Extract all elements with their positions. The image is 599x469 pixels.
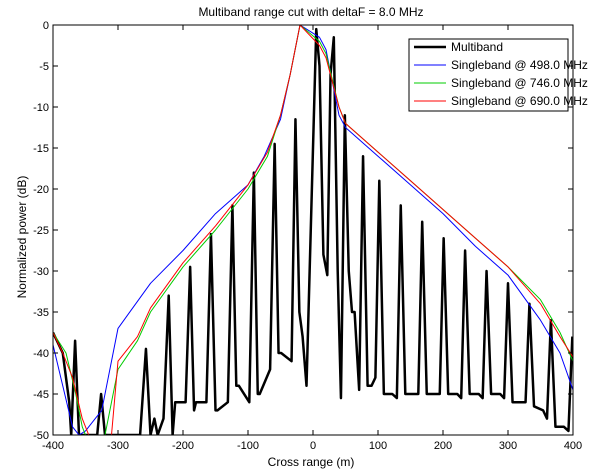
y-tick-label: -25 xyxy=(33,225,49,237)
y-tick-label: -10 xyxy=(33,102,49,114)
y-tick-label: -5 xyxy=(39,61,49,73)
legend-label: Singleband @ 690.0 MHz xyxy=(451,94,588,108)
x-tick-label: 400 xyxy=(564,440,582,452)
x-tick-label: 200 xyxy=(434,440,452,452)
legend: Multiband Singleband @ 498.0 MHz Singleban… xyxy=(409,39,588,111)
y-axis-label: Normalized power (dB) xyxy=(15,176,29,299)
legend-label: Singleband @ 746.0 MHz xyxy=(451,76,588,90)
y-tick-label: -15 xyxy=(33,143,49,155)
x-tick-label: 100 xyxy=(369,440,387,452)
y-tick-label: 0 xyxy=(43,20,49,32)
chart-title: Multiband range cut with deltaF = 8.0 MH… xyxy=(198,5,423,19)
y-tick-label: -40 xyxy=(33,348,49,360)
x-axis-label: Cross range (m) xyxy=(268,455,355,469)
y-tick-label: -45 xyxy=(33,389,49,401)
x-tick-label: -100 xyxy=(237,440,259,452)
y-tick-label: -35 xyxy=(33,307,49,319)
y-tick-label: -30 xyxy=(33,266,49,278)
x-tick-label: 300 xyxy=(499,440,517,452)
legend-label: Multiband xyxy=(451,40,503,54)
y-tick-label: -50 xyxy=(33,430,49,442)
x-tick-label: 0 xyxy=(310,440,316,452)
x-tick-label: -200 xyxy=(172,440,194,452)
legend-label: Singleband @ 498.0 MHz xyxy=(451,58,588,72)
x-tick-label: -300 xyxy=(107,440,129,452)
y-tick-label: -20 xyxy=(33,184,49,196)
